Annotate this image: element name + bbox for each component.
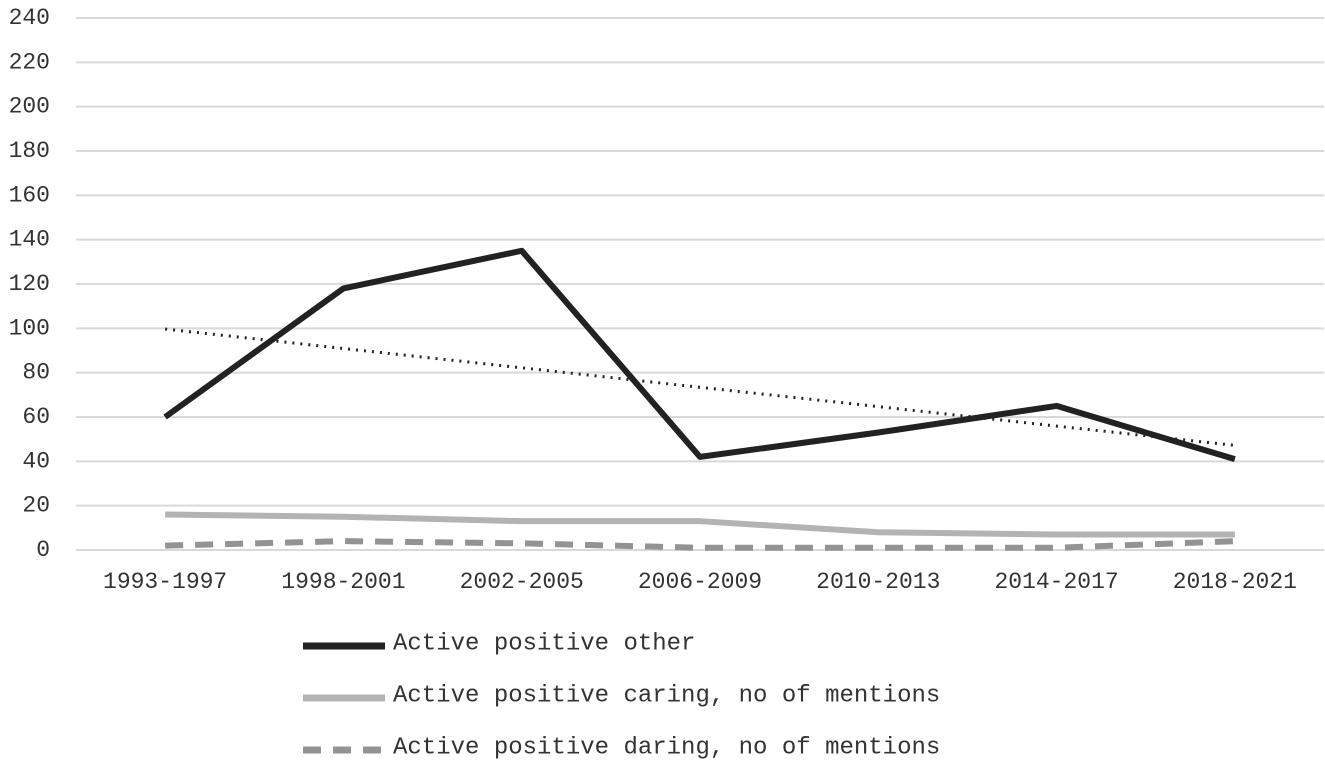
legend-label: Active positive other bbox=[393, 630, 695, 657]
y-tick-label: 180 bbox=[9, 138, 50, 164]
series-line bbox=[165, 511, 1235, 538]
x-tick-label: 2002-2005 bbox=[460, 569, 584, 595]
y-tick-label: 20 bbox=[22, 493, 50, 519]
x-tick-label: 2018-2021 bbox=[1173, 569, 1297, 595]
series-line bbox=[165, 538, 1235, 551]
x-tick-label: 1998-2001 bbox=[281, 569, 405, 595]
trend-line bbox=[164, 327, 1236, 447]
y-tick-label: 240 bbox=[9, 5, 50, 31]
y-tick-label: 100 bbox=[9, 315, 50, 341]
series-line bbox=[163, 247, 1236, 462]
y-tick-label: 120 bbox=[9, 271, 50, 297]
y-tick-label: 200 bbox=[9, 94, 50, 120]
legend-label: Active positive daring, no of mentions bbox=[393, 734, 940, 761]
legend-label: Active positive caring, no of mentions bbox=[393, 682, 940, 709]
x-tick-label: 1993-1997 bbox=[103, 569, 227, 595]
y-tick-label: 220 bbox=[9, 49, 50, 75]
y-tick-label: 160 bbox=[9, 182, 50, 208]
y-tick-label: 40 bbox=[22, 448, 50, 474]
y-tick-label: 0 bbox=[36, 537, 50, 563]
x-tick-label: 2014-2017 bbox=[994, 569, 1118, 595]
x-tick-label: 2010-2013 bbox=[816, 569, 940, 595]
y-tick-label: 80 bbox=[22, 360, 50, 386]
x-tick-label: 2006-2009 bbox=[638, 569, 762, 595]
y-tick-label: 140 bbox=[9, 227, 50, 253]
y-tick-label: 60 bbox=[22, 404, 50, 430]
